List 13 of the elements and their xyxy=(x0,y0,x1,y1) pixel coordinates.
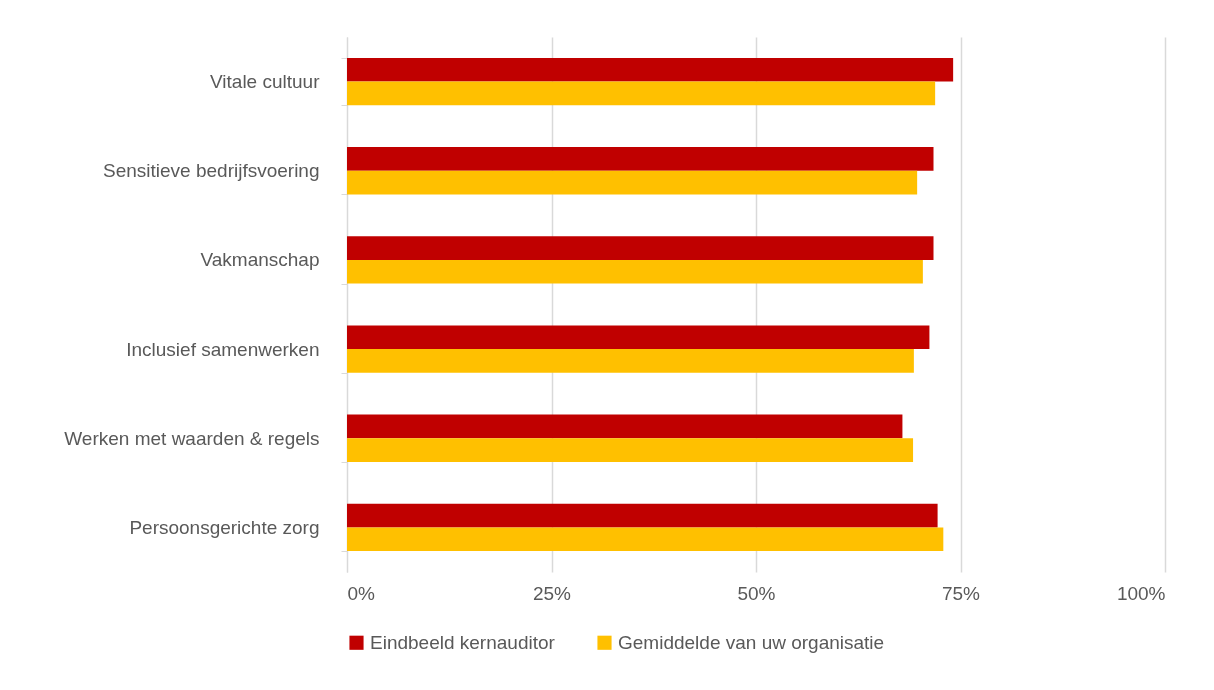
x-tick-label: 0% xyxy=(347,582,376,604)
y-tick-label: Vitale cultuur xyxy=(210,71,321,93)
y-tick-label: Vakmanschap xyxy=(200,249,320,271)
x-tick-label: 75% xyxy=(941,582,981,604)
legend-label: Gemiddelde van uw organisatie xyxy=(618,631,885,653)
y-tick-label: Persoonsgerichte zorg xyxy=(129,516,320,538)
y-tick-label: Sensitieve bedrijfsvoering xyxy=(102,160,320,182)
y-tick-label: Inclusief samenwerken xyxy=(126,338,320,360)
x-tick-label: 50% xyxy=(737,582,776,604)
x-tick-label: 25% xyxy=(532,582,572,604)
legend-label: Eindbeeld kernauditor xyxy=(370,631,556,653)
x-tick-label: 100% xyxy=(1116,582,1166,604)
y-tick-label: Werken met waarden & regels xyxy=(64,427,320,449)
